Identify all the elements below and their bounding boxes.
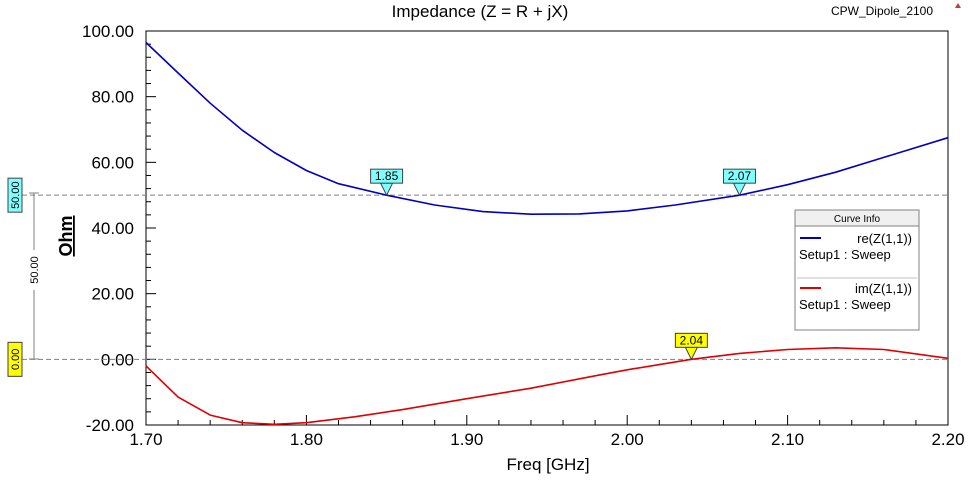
corner-icon [955, 3, 961, 8]
marker-label: 1.85 [375, 169, 399, 183]
marker-pointer [684, 346, 699, 361]
marker-label-box [674, 332, 708, 348]
marker-pointer [379, 182, 394, 197]
x-tick-label: 2.10 [771, 430, 804, 449]
legend-entry-sub: Setup1 : Sweep [799, 247, 891, 262]
x-tick-label: 2.00 [611, 430, 644, 449]
x-tick-label: 1.80 [290, 430, 323, 449]
legend-entry-sub: Setup1 : Sweep [799, 297, 891, 312]
y-tick-label: -20.00 [86, 416, 134, 435]
delta-value: 50.00 [29, 256, 41, 284]
legend-entry-name: re(Z(1,1)) [857, 231, 912, 246]
x-tick-label: 2.20 [931, 430, 964, 449]
y-tick-label: 20.00 [91, 285, 134, 304]
project-label: CPW_Dipole_2100 [831, 4, 933, 18]
marker[interactable]: 2.04 [674, 332, 708, 361]
marker-label-box [370, 168, 404, 184]
marker[interactable]: 2.07 [722, 168, 756, 197]
y-axis-label: Ohm [56, 215, 76, 256]
legend[interactable]: Curve Info re(Z(1,1)) Setup1 : Sweep im(… [794, 209, 920, 331]
legend-entry-re[interactable]: re(Z(1,1)) Setup1 : Sweep [799, 231, 912, 262]
y-tick-label: 100.00 [82, 22, 134, 41]
legend-entry-im[interactable]: im(Z(1,1)) Setup1 : Sweep [799, 281, 912, 312]
y-tick-label: 60.00 [91, 153, 134, 172]
marker-pointer [732, 182, 747, 197]
marker[interactable]: 1.85 [370, 168, 404, 197]
reference-badge-box [7, 341, 23, 377]
chart-title: Impedance (Z = R + jX) [392, 2, 569, 21]
x-tick-label: 1.70 [129, 430, 162, 449]
delta-marker: 50.00 [28, 192, 41, 360]
y-tick-label: 0.00 [101, 350, 134, 369]
reference-badge-value: 0.00 [10, 349, 22, 370]
marker-label-box [722, 168, 756, 184]
x-axis-label: Freq [GHz] [506, 455, 589, 474]
marker-label: 2.04 [680, 333, 704, 347]
reference-badge-box [7, 177, 23, 213]
series-line[interactable] [145, 41, 949, 215]
reference-badge[interactable]: 50.00 [7, 177, 23, 213]
reference-badge-value: 50.00 [10, 181, 22, 209]
reference-badge[interactable]: 0.00 [7, 341, 23, 377]
y-tick-label: 40.00 [91, 219, 134, 238]
marker-label: 2.07 [728, 169, 752, 183]
y-tick-label: 80.00 [91, 88, 134, 107]
legend-title: Curve Info [834, 214, 881, 225]
legend-entry-name: im(Z(1,1)) [855, 281, 912, 296]
series-line[interactable] [145, 346, 949, 426]
x-tick-label: 1.90 [450, 430, 483, 449]
